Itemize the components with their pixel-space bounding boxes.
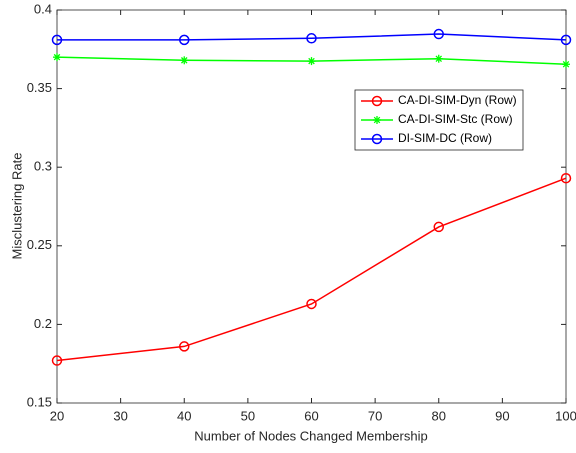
y-tick-label: 0.35	[27, 80, 52, 95]
marker	[433, 221, 444, 233]
legend: CA-DI-SIM-Dyn (Row) CA-DI-SIM-Stc (Row) DI…	[354, 89, 524, 151]
y-axis-label: Misclustering Rate	[9, 153, 24, 260]
y-tick-label: 0.25	[27, 237, 52, 252]
y-tick-label: 0.3	[34, 159, 52, 174]
marker	[306, 298, 317, 310]
marker	[560, 34, 572, 46]
x-tick-label: 40	[177, 408, 191, 423]
marker	[371, 133, 383, 145]
marker-stroke	[435, 55, 443, 62]
marker	[51, 34, 63, 46]
marker	[51, 355, 63, 366]
legend-label: CA-DI-SIM-Stc (Row)	[398, 112, 513, 126]
marker	[306, 33, 317, 44]
x-tick-label: 100	[555, 408, 576, 423]
marker	[560, 172, 572, 184]
marker	[434, 54, 443, 63]
x-tick-label: 30	[113, 408, 127, 423]
x-axis-label: Number of Nodes Changed Membership	[194, 428, 427, 443]
marker	[180, 56, 189, 65]
series-line	[56, 177, 567, 362]
x-tick-label: 70	[368, 408, 382, 423]
x-tick-label: 50	[241, 408, 255, 423]
y-tick-label: 0.2	[34, 316, 52, 331]
x-tick-label: 20	[50, 408, 64, 423]
marker	[371, 95, 383, 107]
marker	[562, 60, 570, 69]
marker	[307, 57, 316, 66]
marker	[433, 28, 444, 40]
x-tick-label: 60	[304, 408, 318, 423]
plot-area	[56, 9, 567, 404]
marker-stroke	[373, 116, 381, 124]
y-tick-label: 0.15	[27, 394, 52, 409]
marker-stroke	[562, 60, 570, 68]
x-tick-label: 80	[432, 408, 446, 423]
legend-label: DI-SIM-DC (Row)	[398, 131, 492, 145]
marker	[53, 53, 61, 62]
marker-stroke	[53, 53, 61, 61]
legend-label: CA-DI-SIM-Dyn (Row)	[398, 93, 517, 107]
x-tick-label: 90	[495, 408, 509, 423]
marker-stroke	[180, 57, 188, 64]
marker	[373, 116, 381, 124]
series-line	[57, 33, 567, 41]
y-tick-label: 0.4	[34, 1, 52, 16]
marker	[179, 34, 190, 46]
marker-stroke	[308, 57, 315, 65]
marker	[179, 341, 190, 352]
